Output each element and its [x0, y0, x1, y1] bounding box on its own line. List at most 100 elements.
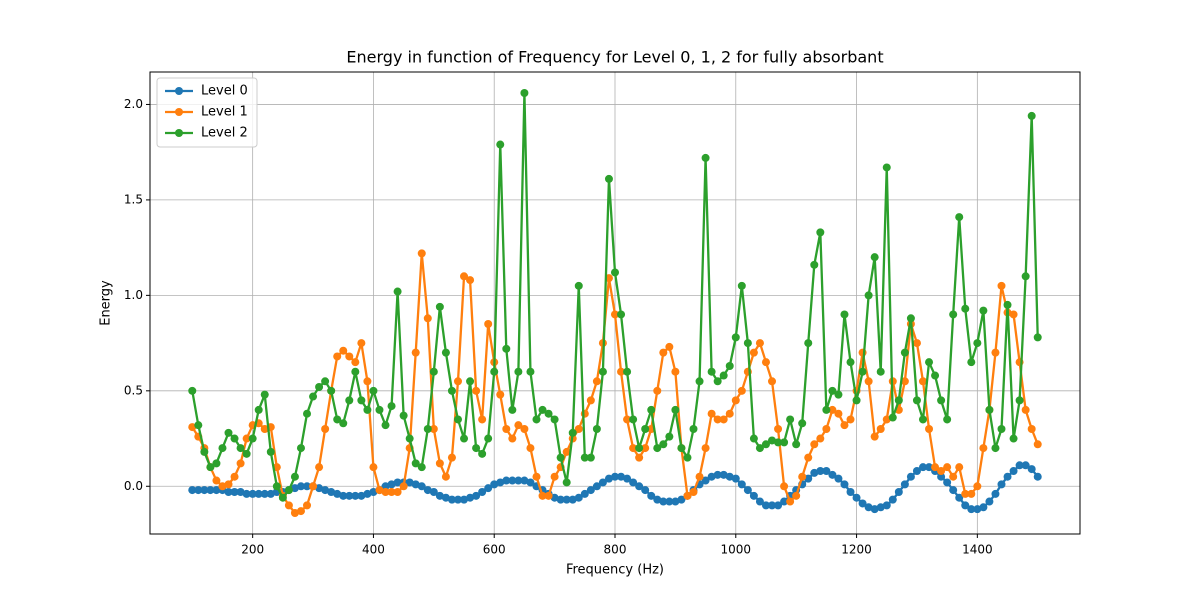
data-point: [460, 495, 469, 504]
data-point: [1021, 405, 1030, 414]
data-point: [598, 478, 607, 487]
data-point: [351, 358, 360, 367]
data-point: [484, 320, 493, 328]
data-point: [526, 367, 535, 376]
data-point: [804, 453, 813, 462]
data-point: [701, 476, 710, 485]
data-point: [592, 377, 601, 386]
data-point: [303, 482, 312, 491]
data-point: [918, 377, 927, 386]
data-point: [985, 497, 994, 506]
data-point: [574, 493, 583, 502]
data-point: [496, 390, 505, 399]
data-point: [260, 390, 269, 399]
data-point: [447, 495, 456, 504]
data-point: [925, 425, 934, 433]
y-tick-label: 1.5: [124, 192, 143, 206]
data-point: [556, 495, 565, 504]
data-point: [689, 488, 698, 496]
data-point: [1033, 440, 1042, 449]
data-point: [774, 501, 783, 510]
data-point: [242, 489, 251, 498]
data-point: [472, 386, 481, 395]
data-point: [363, 405, 372, 414]
data-point: [1009, 310, 1018, 319]
data-point: [991, 444, 1000, 453]
y-tick-label: 1.0: [124, 288, 143, 302]
data-point: [405, 434, 414, 443]
data-point: [333, 415, 342, 424]
data-point: [906, 314, 915, 323]
data-point: [840, 480, 849, 489]
data-point: [846, 488, 855, 496]
data-point: [453, 415, 462, 424]
data-point: [937, 467, 946, 475]
data-point: [339, 346, 348, 355]
data-point: [254, 489, 263, 498]
data-point: [369, 463, 378, 472]
data-point: [188, 386, 197, 395]
data-point: [882, 415, 891, 424]
data-point: [991, 489, 1000, 498]
legend-marker: [175, 129, 183, 137]
data-point: [653, 444, 662, 453]
data-point: [435, 459, 444, 468]
data-point: [399, 482, 408, 491]
data-point: [574, 281, 583, 290]
data-point: [876, 425, 885, 433]
data-point: [834, 409, 843, 418]
data-point: [774, 438, 783, 447]
data-point: [236, 444, 245, 453]
data-point: [641, 486, 650, 495]
data-point: [188, 486, 197, 495]
data-point: [1027, 465, 1036, 474]
data-point: [623, 415, 632, 424]
data-point: [194, 421, 203, 430]
data-point: [629, 478, 638, 487]
data-point: [755, 339, 764, 348]
data-point: [242, 434, 251, 443]
data-point: [381, 421, 390, 430]
data-point: [387, 480, 396, 489]
data-point: [749, 491, 758, 500]
data-point: [876, 367, 885, 376]
data-point: [236, 488, 245, 496]
data-point: [701, 153, 710, 162]
data-point: [435, 491, 444, 500]
data-point: [345, 396, 354, 405]
data-point: [846, 415, 855, 424]
data-point: [604, 474, 613, 483]
data-point: [417, 249, 426, 258]
x-tick-label: 200: [241, 543, 264, 557]
data-point: [393, 287, 402, 296]
data-point: [230, 472, 239, 481]
data-point: [949, 472, 958, 481]
data-point: [840, 310, 849, 319]
data-point: [254, 405, 263, 414]
data-point: [375, 405, 384, 414]
data-point: [725, 409, 734, 418]
data-point: [858, 499, 867, 508]
data-point: [949, 486, 958, 495]
data-point: [315, 383, 324, 391]
data-point: [900, 480, 909, 489]
data-point: [900, 348, 909, 357]
data-point: [568, 428, 577, 437]
data-point: [514, 421, 523, 430]
data-point: [230, 488, 239, 496]
data-point: [206, 463, 215, 472]
data-point: [810, 468, 819, 477]
data-point: [647, 491, 656, 500]
data-point: [810, 260, 819, 269]
data-point: [574, 425, 583, 433]
data-point: [635, 444, 644, 453]
data-point: [453, 377, 462, 386]
data-point: [876, 503, 885, 512]
data-point: [925, 463, 934, 472]
data-point: [677, 495, 686, 504]
data-point: [194, 486, 203, 495]
data-point: [212, 476, 221, 485]
data-point: [502, 344, 511, 353]
data-point: [284, 501, 293, 510]
data-point: [834, 390, 843, 399]
